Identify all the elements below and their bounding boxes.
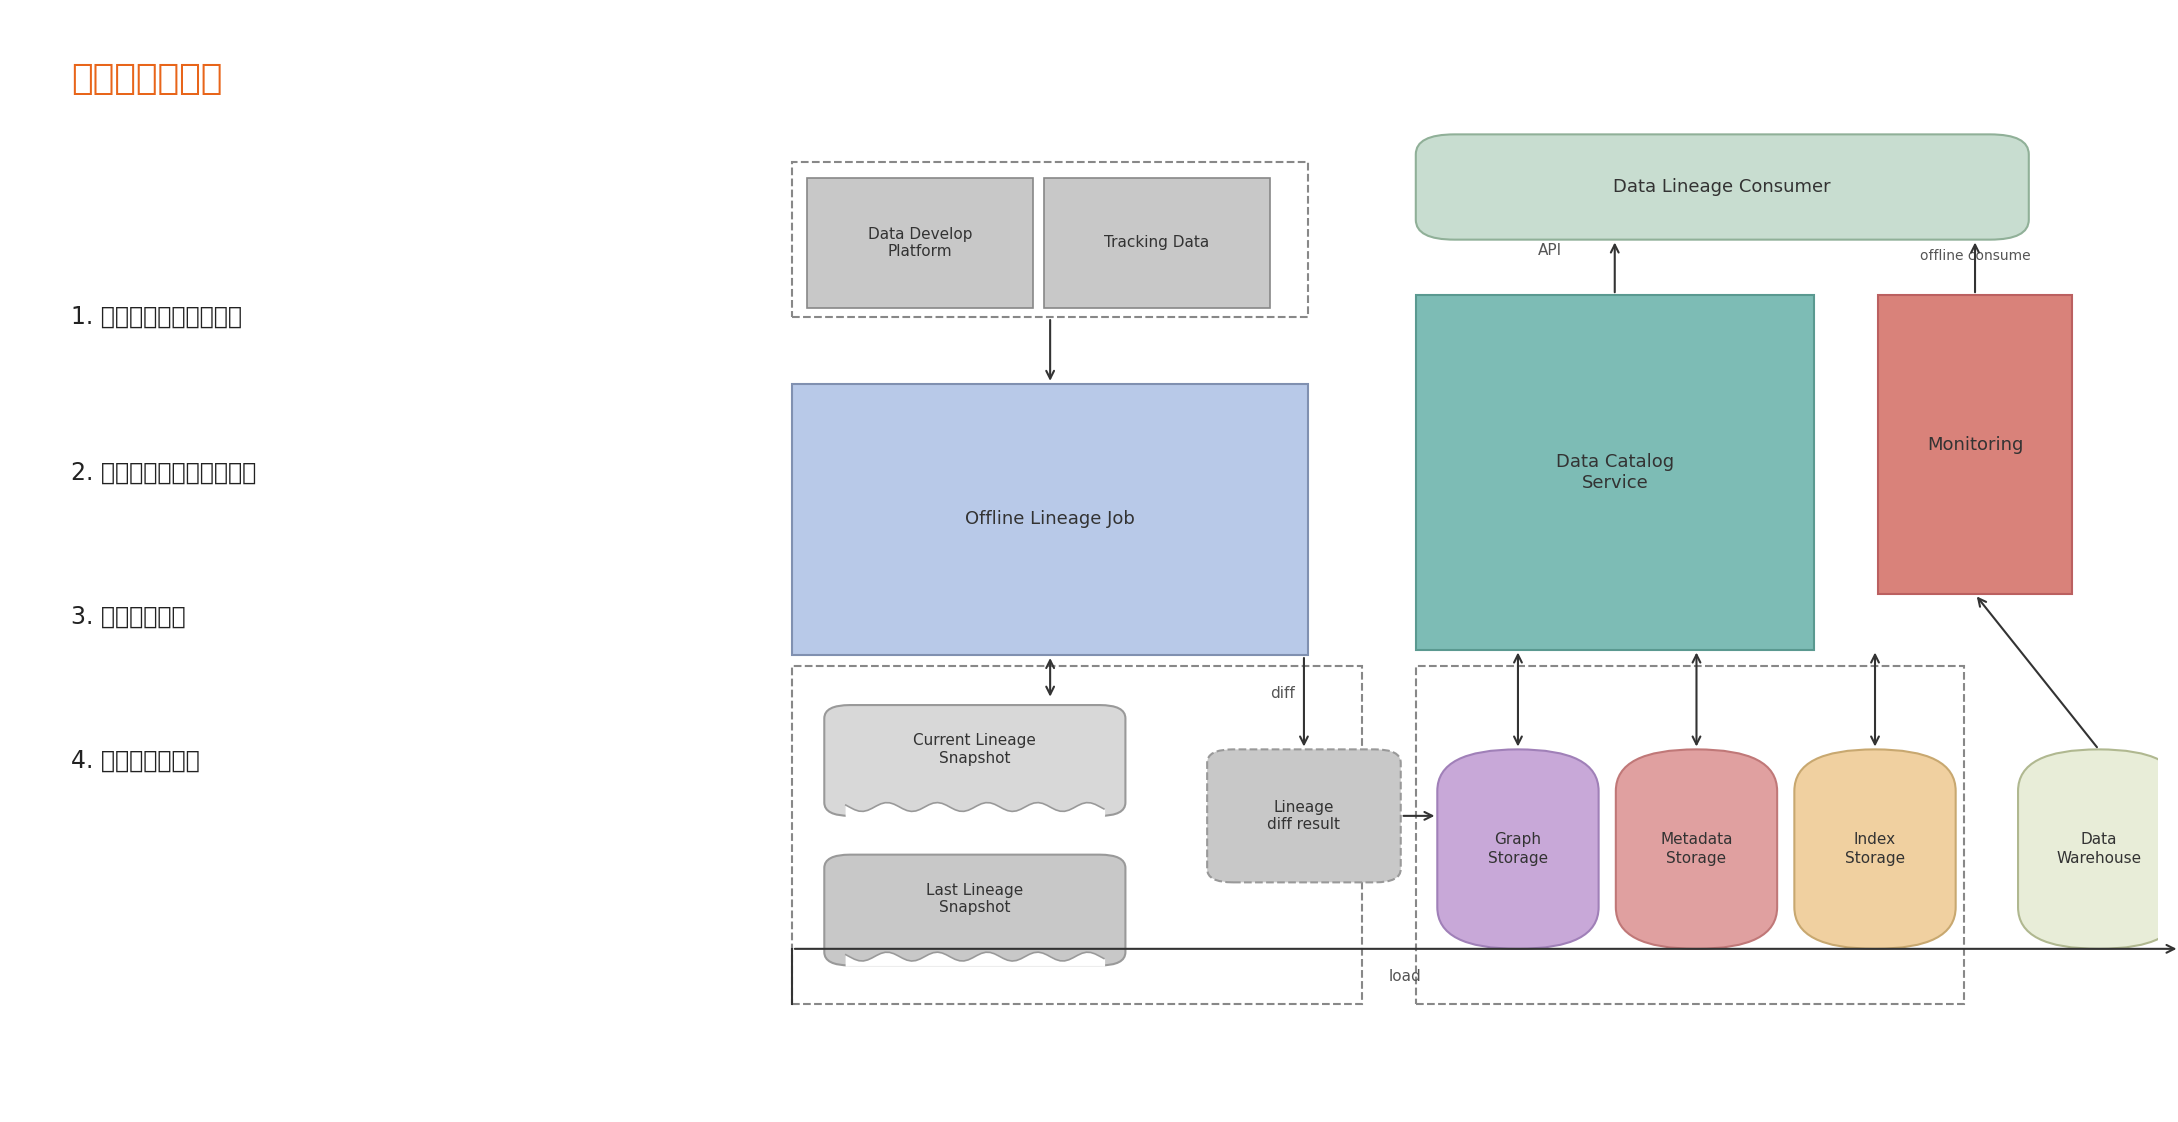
Text: diff: diff xyxy=(1270,687,1294,701)
Text: Last Lineage
Snapshot: Last Lineage Snapshot xyxy=(926,883,1024,916)
Bar xyxy=(793,384,1309,655)
Text: offline consume: offline consume xyxy=(1919,249,2030,264)
Text: load: load xyxy=(1390,969,1422,984)
Text: Graph
Storage: Graph Storage xyxy=(1488,833,1549,866)
Bar xyxy=(793,162,1309,318)
Text: Tracking Data: Tracking Data xyxy=(1104,236,1209,250)
Text: Data Lineage Consumer: Data Lineage Consumer xyxy=(1614,178,1832,196)
Text: Offline Lineage Job: Offline Lineage Job xyxy=(965,511,1135,528)
Text: API: API xyxy=(1538,243,1562,258)
Bar xyxy=(793,666,1361,1004)
Text: 1. 去除元数据的冗余存储: 1. 去除元数据的冗余存储 xyxy=(72,305,242,329)
FancyBboxPatch shape xyxy=(823,705,1126,816)
Text: Data Catalog
Service: Data Catalog Service xyxy=(1555,453,1675,491)
Text: Index
Storage: Index Storage xyxy=(1845,833,1906,866)
Text: 2. 去除血缘统计信息预结算: 2. 去除血缘统计信息预结算 xyxy=(72,460,257,485)
Text: Data Develop
Platform: Data Develop Platform xyxy=(867,227,971,259)
Text: Data
Warehouse: Data Warehouse xyxy=(2056,833,2141,866)
Text: Lineage
diff result: Lineage diff result xyxy=(1268,800,1339,833)
Text: Metadata
Storage: Metadata Storage xyxy=(1660,833,1734,866)
Text: Current Lineage
Snapshot: Current Lineage Snapshot xyxy=(913,733,1037,765)
Bar xyxy=(1416,295,1814,650)
Bar xyxy=(808,177,1032,309)
FancyBboxPatch shape xyxy=(1616,749,1777,949)
Bar xyxy=(1877,295,2071,595)
Text: 3. 支持离线消费: 3. 支持离线消费 xyxy=(72,605,185,628)
Bar xyxy=(1043,177,1270,309)
Text: Monitoring: Monitoring xyxy=(1928,435,2023,453)
FancyBboxPatch shape xyxy=(1416,135,2028,240)
FancyBboxPatch shape xyxy=(2019,749,2178,949)
FancyBboxPatch shape xyxy=(1207,749,1400,882)
FancyBboxPatch shape xyxy=(823,855,1126,965)
FancyBboxPatch shape xyxy=(1437,749,1599,949)
Text: 4. 全新的存储模型: 4. 全新的存储模型 xyxy=(72,748,200,772)
Bar xyxy=(1416,666,1965,1004)
Text: 第二版血缘架构: 第二版血缘架构 xyxy=(72,63,222,96)
FancyBboxPatch shape xyxy=(1795,749,1956,949)
